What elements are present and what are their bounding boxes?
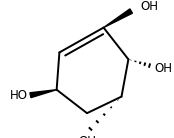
Text: OH: OH: [78, 135, 96, 138]
Text: HO: HO: [10, 89, 28, 102]
Text: OH: OH: [155, 63, 173, 75]
Polygon shape: [104, 9, 132, 28]
Polygon shape: [30, 90, 57, 98]
Text: OH: OH: [141, 0, 159, 13]
